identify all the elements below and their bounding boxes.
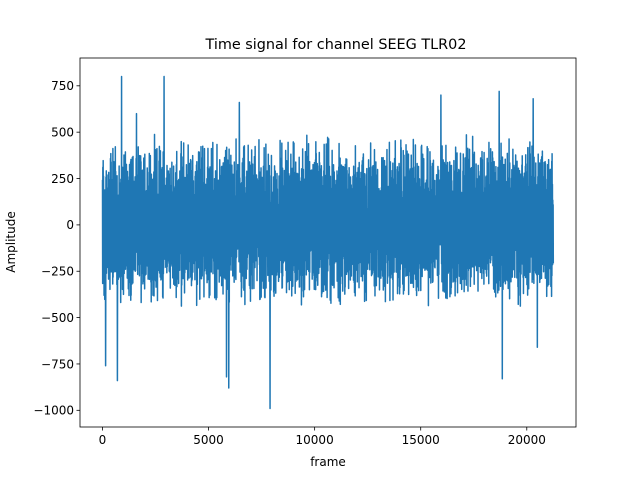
x-tick-label: 20000 — [508, 433, 546, 447]
y-tick-label: 500 — [51, 125, 74, 139]
x-axis: 0 5000 10000 15000 20000 — [99, 427, 546, 447]
y-tick-label: −250 — [41, 265, 74, 279]
y-tick-label: −500 — [41, 311, 74, 325]
x-tick-label: 10000 — [296, 433, 334, 447]
y-tick-label: −750 — [41, 357, 74, 371]
plot-area — [101, 75, 555, 410]
y-axis-label: Amplitude — [4, 211, 18, 273]
x-axis-label: frame — [310, 455, 346, 469]
y-axis: −1000 −750 −500 −250 0 250 500 750 — [33, 79, 80, 418]
x-tick-label: 15000 — [402, 433, 440, 447]
y-tick-label: 250 — [51, 172, 74, 186]
axes-frame — [79, 57, 577, 428]
y-tick-label: 750 — [51, 79, 74, 93]
y-tick-label: −1000 — [33, 404, 74, 418]
x-tick-label: 0 — [99, 433, 107, 447]
y-tick-label: 0 — [66, 218, 74, 232]
x-tick-label: 5000 — [193, 433, 224, 447]
signal-line — [101, 75, 555, 410]
chart-title: Time signal for channel SEEG TLR02 — [205, 37, 467, 53]
